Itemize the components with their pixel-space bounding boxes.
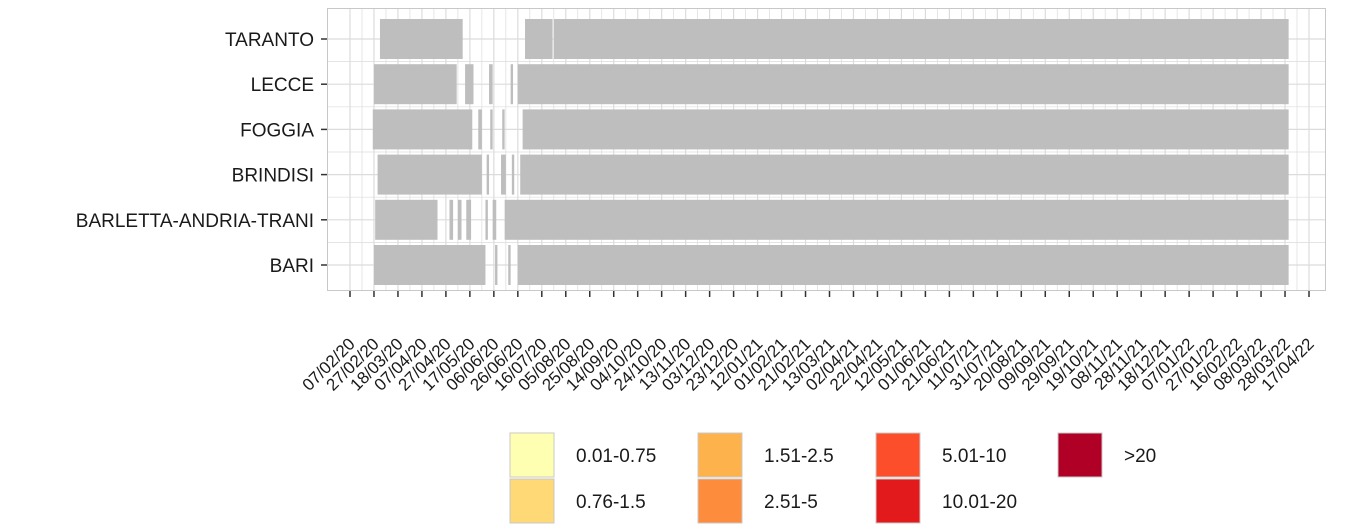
heatmap-cell-taranto bbox=[553, 19, 1289, 59]
heatmap-cell-bari bbox=[508, 245, 511, 285]
legend-swatch-1 bbox=[509, 432, 555, 478]
heatmap-cell-foggia bbox=[490, 109, 493, 150]
plot-panel bbox=[327, 8, 1326, 291]
x-axis: 07/02/2027/02/2018/03/2007/04/2027/04/20… bbox=[299, 291, 1318, 395]
y-tick-label-foggia: FOGGIA bbox=[240, 120, 314, 141]
y-tick-label-barletta-andria-trani: BARLETTA-ANDRIA-TRANI bbox=[76, 211, 314, 232]
heatmap-cell-lecce bbox=[510, 64, 514, 105]
heatmap-cell-barletta-andria-trani bbox=[375, 199, 438, 240]
heatmap-cell-taranto bbox=[525, 19, 553, 59]
heatmap-cell-brindisi bbox=[520, 154, 1289, 195]
legend-label-4: 2.51-5 bbox=[764, 492, 818, 513]
heatmap-cell-foggia bbox=[372, 109, 473, 150]
y-tick-label-brindisi: BRINDISI bbox=[232, 166, 314, 187]
y-tick-label-taranto: TARANTO bbox=[225, 30, 314, 51]
heatmap-cell-lecce bbox=[489, 64, 493, 105]
legend-swatch-6 bbox=[875, 478, 921, 524]
heatmap-cell-foggia bbox=[522, 109, 1289, 150]
heatmap-cell-lecce bbox=[517, 64, 543, 105]
heatmap-cell-foggia bbox=[502, 109, 505, 150]
legend-swatch-2 bbox=[509, 478, 555, 524]
heatmap-cell-barletta-andria-trani bbox=[449, 199, 454, 240]
legend-label-3: 1.51-2.5 bbox=[764, 446, 834, 467]
heatmap-cell-brindisi bbox=[377, 154, 482, 195]
heatmap-cell-bari bbox=[495, 245, 498, 285]
heatmap-cell-barletta-andria-trani bbox=[457, 199, 462, 240]
legend: 0.01-0.75 0.76-1.5 1.51-2.5 2.51-5 5.01-10 10… bbox=[509, 432, 1156, 524]
legend-label-5: 5.01-10 bbox=[942, 446, 1006, 467]
heatmap-cell-bari bbox=[373, 245, 486, 285]
heatmap-cell-barletta-andria-trani bbox=[504, 199, 1289, 240]
legend-swatch-7 bbox=[1057, 432, 1103, 478]
legend-label-6: 10.01-20 bbox=[942, 492, 1017, 513]
heatmap-cell-taranto bbox=[379, 19, 463, 59]
heatmap-cell-lecce bbox=[373, 64, 457, 105]
legend-label-2: 0.76-1.5 bbox=[576, 492, 646, 513]
legend-label-1: 0.01-0.75 bbox=[576, 446, 656, 467]
heatmap-cell-barletta-andria-trani bbox=[485, 199, 488, 240]
legend-swatch-4 bbox=[697, 478, 743, 524]
heatmap-cells bbox=[372, 19, 1289, 285]
heatmap-cell-bari bbox=[517, 245, 1289, 285]
heatmap-cell-brindisi bbox=[486, 154, 490, 195]
heatmap-cell-brindisi bbox=[501, 154, 506, 195]
heatmap-cell-foggia bbox=[478, 109, 482, 150]
heatmap-cell-barletta-andria-trani bbox=[466, 199, 472, 240]
panel-border bbox=[327, 8, 1326, 291]
heatmap-cell-lecce bbox=[465, 64, 474, 105]
legend-label-7: >20 bbox=[1124, 446, 1156, 467]
legend-swatch-5 bbox=[875, 432, 921, 478]
y-tick-label-lecce: LECCE bbox=[251, 75, 314, 96]
heatmap-cell-lecce bbox=[542, 64, 1289, 105]
y-tick-label-bari: BARI bbox=[270, 256, 314, 277]
y-axis: TARANTO LECCE FOGGIA BRINDISI BARLETTA-ANDRI… bbox=[76, 30, 327, 277]
legend-swatch-3 bbox=[697, 432, 743, 478]
heatmap-cell-barletta-andria-trani bbox=[492, 199, 497, 240]
heatmap-cell-brindisi bbox=[511, 154, 515, 195]
